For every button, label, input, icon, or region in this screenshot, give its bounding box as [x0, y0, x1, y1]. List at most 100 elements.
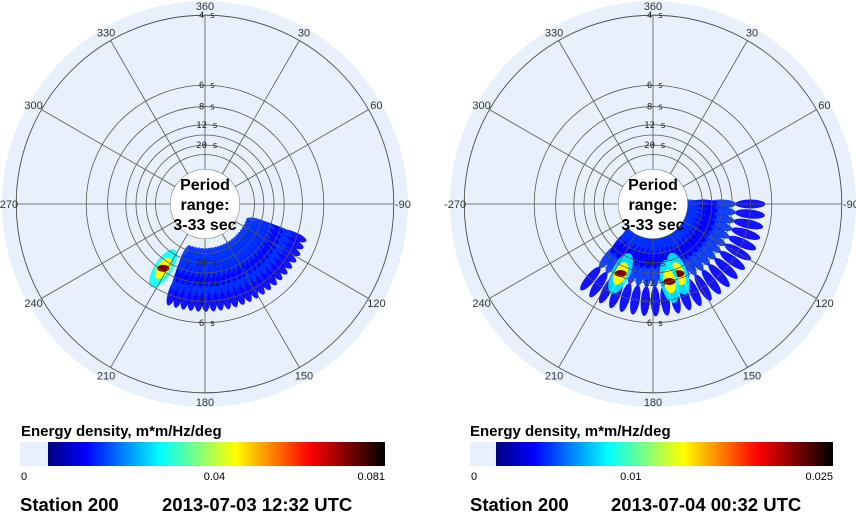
period-ring-label: 6 s: [647, 81, 663, 91]
period-ring: [533, 84, 773, 324]
direction-spoke: [110, 233, 189, 368]
direction-spoke: [669, 233, 748, 368]
colorbar-gradient: [48, 442, 385, 466]
colorbar-zero-band: [470, 442, 496, 466]
center-label-line: range:: [181, 197, 230, 214]
footer-timestamp-right: 2013-07-04 00:32 UTC: [611, 494, 802, 515]
direction-spoke: [682, 220, 817, 299]
period-ring: [155, 154, 255, 254]
colorbar-title-left: Energy density, m*m/Hz/deg: [21, 423, 222, 440]
direction-label: 330: [97, 28, 115, 40]
direction-spoke: [110, 40, 189, 175]
energy-band: [166, 217, 307, 312]
direction-label: 150: [743, 370, 761, 382]
period-ring-label: 12 s: [196, 121, 218, 131]
center-label-line: 3-33 sec: [173, 217, 236, 234]
colorbar-zero-band: [20, 442, 48, 466]
direction-spoke: [41, 109, 176, 188]
period-ring-label: 20 s: [644, 141, 666, 151]
spectral-peak: [608, 253, 633, 294]
direction-label: 330: [545, 28, 563, 40]
direction-label: 210: [545, 370, 563, 382]
direction-spoke: [41, 220, 176, 299]
direction-label: 180: [196, 397, 214, 409]
direction-label: 240: [472, 298, 490, 310]
direction-label: 360: [196, 1, 214, 13]
direction-label: 150: [295, 370, 313, 382]
direction-label: 360: [644, 1, 662, 13]
period-ring-label: 8 s: [199, 103, 215, 113]
direction-spoke: [669, 40, 748, 175]
center-hole: [618, 169, 688, 239]
direction-label: 60: [370, 100, 382, 112]
period-ring: [555, 106, 751, 302]
period-ring-label: 6 s: [199, 319, 215, 329]
colorbar-0: 0 0.04 0.081: [20, 442, 385, 483]
direction-label: -270: [0, 199, 18, 211]
period-ring-label: 20 s: [644, 259, 666, 269]
colorbar-tick-label: 0.081: [357, 471, 385, 483]
colorbar-tick-label: 0: [471, 471, 477, 483]
colorbar-gradient: [496, 442, 833, 466]
colorbar-tick-label: 0.025: [805, 471, 833, 483]
colorbar-tick-label: 0: [21, 471, 27, 483]
direction-label: 300: [24, 100, 42, 112]
direction-label: -270: [444, 199, 466, 211]
direction-label: 120: [815, 298, 833, 310]
direction-label: 30: [298, 28, 310, 40]
center-label-line: Period: [180, 177, 230, 194]
direction-spoke: [234, 220, 369, 299]
direction-label: 30: [746, 28, 758, 40]
period-ring-label: 6 s: [199, 81, 215, 91]
period-ring-label: 8 s: [647, 103, 663, 113]
period-ring-label: 12 s: [196, 279, 218, 289]
direction-spoke: [234, 109, 369, 188]
center-label-line: 3-33 sec: [621, 217, 684, 234]
colorbar-1: 0 0.01 0.025: [470, 442, 833, 483]
direction-label: -90: [395, 199, 411, 211]
direction-label: -90: [843, 199, 856, 211]
period-ring: [145, 144, 265, 264]
direction-spoke: [558, 233, 637, 368]
period-ring: [573, 124, 733, 284]
period-ring: [583, 134, 723, 274]
direction-spoke: [489, 220, 624, 299]
colorbar-tick-label: 0.01: [620, 471, 641, 483]
center-label-line: range:: [629, 197, 678, 214]
footer-timestamp-left: 2013-07-03 12:32 UTC: [162, 494, 353, 515]
direction-spoke: [489, 109, 624, 188]
center-hole: [170, 169, 240, 239]
direction-spoke: [558, 40, 637, 175]
footer-station-right: Station 200: [470, 494, 569, 515]
polar-plot-right: 4 s 6 s 6 s 8 s 8 s 12 s 12 s 20 s 20 s 360 30 60 -9…: [444, 1, 856, 409]
direction-label: 240: [24, 298, 42, 310]
center-label-line: Period: [628, 177, 678, 194]
colorbar-title-right: Energy density, m*m/Hz/deg: [470, 423, 671, 440]
period-ring-label: 20 s: [196, 259, 218, 269]
period-ring-label: 12 s: [644, 279, 666, 289]
period-ring-label: 12 s: [644, 121, 666, 131]
direction-label: 300: [472, 100, 490, 112]
period-ring-label: 8 s: [647, 297, 663, 307]
period-ring: [593, 144, 713, 264]
period-ring-label: 8 s: [199, 297, 215, 307]
peak-core: [157, 264, 170, 272]
direction-label: 120: [367, 298, 385, 310]
period-ring: [463, 14, 843, 394]
direction-spoke: [221, 40, 300, 175]
colorbar-tick-label: 0.04: [204, 471, 225, 483]
period-ring: [107, 106, 303, 302]
period-ring-label: 4 s: [647, 11, 663, 21]
direction-label: 180: [644, 397, 662, 409]
spectral-peak: [149, 249, 178, 288]
period-ring-label: 4 s: [199, 11, 215, 21]
period-ring-label: 6 s: [647, 319, 663, 329]
polar-plot-left: 4 s 6 s 6 s 8 s 8 s 12 s 12 s 20 s 20 s 360 30 60 -9…: [0, 1, 411, 409]
direction-spoke: [682, 109, 817, 188]
direction-label: 210: [97, 370, 115, 382]
direction-spoke: [221, 233, 300, 368]
direction-label: 60: [818, 100, 830, 112]
period-ring-label: 20 s: [196, 141, 218, 151]
period-ring: [85, 84, 325, 324]
